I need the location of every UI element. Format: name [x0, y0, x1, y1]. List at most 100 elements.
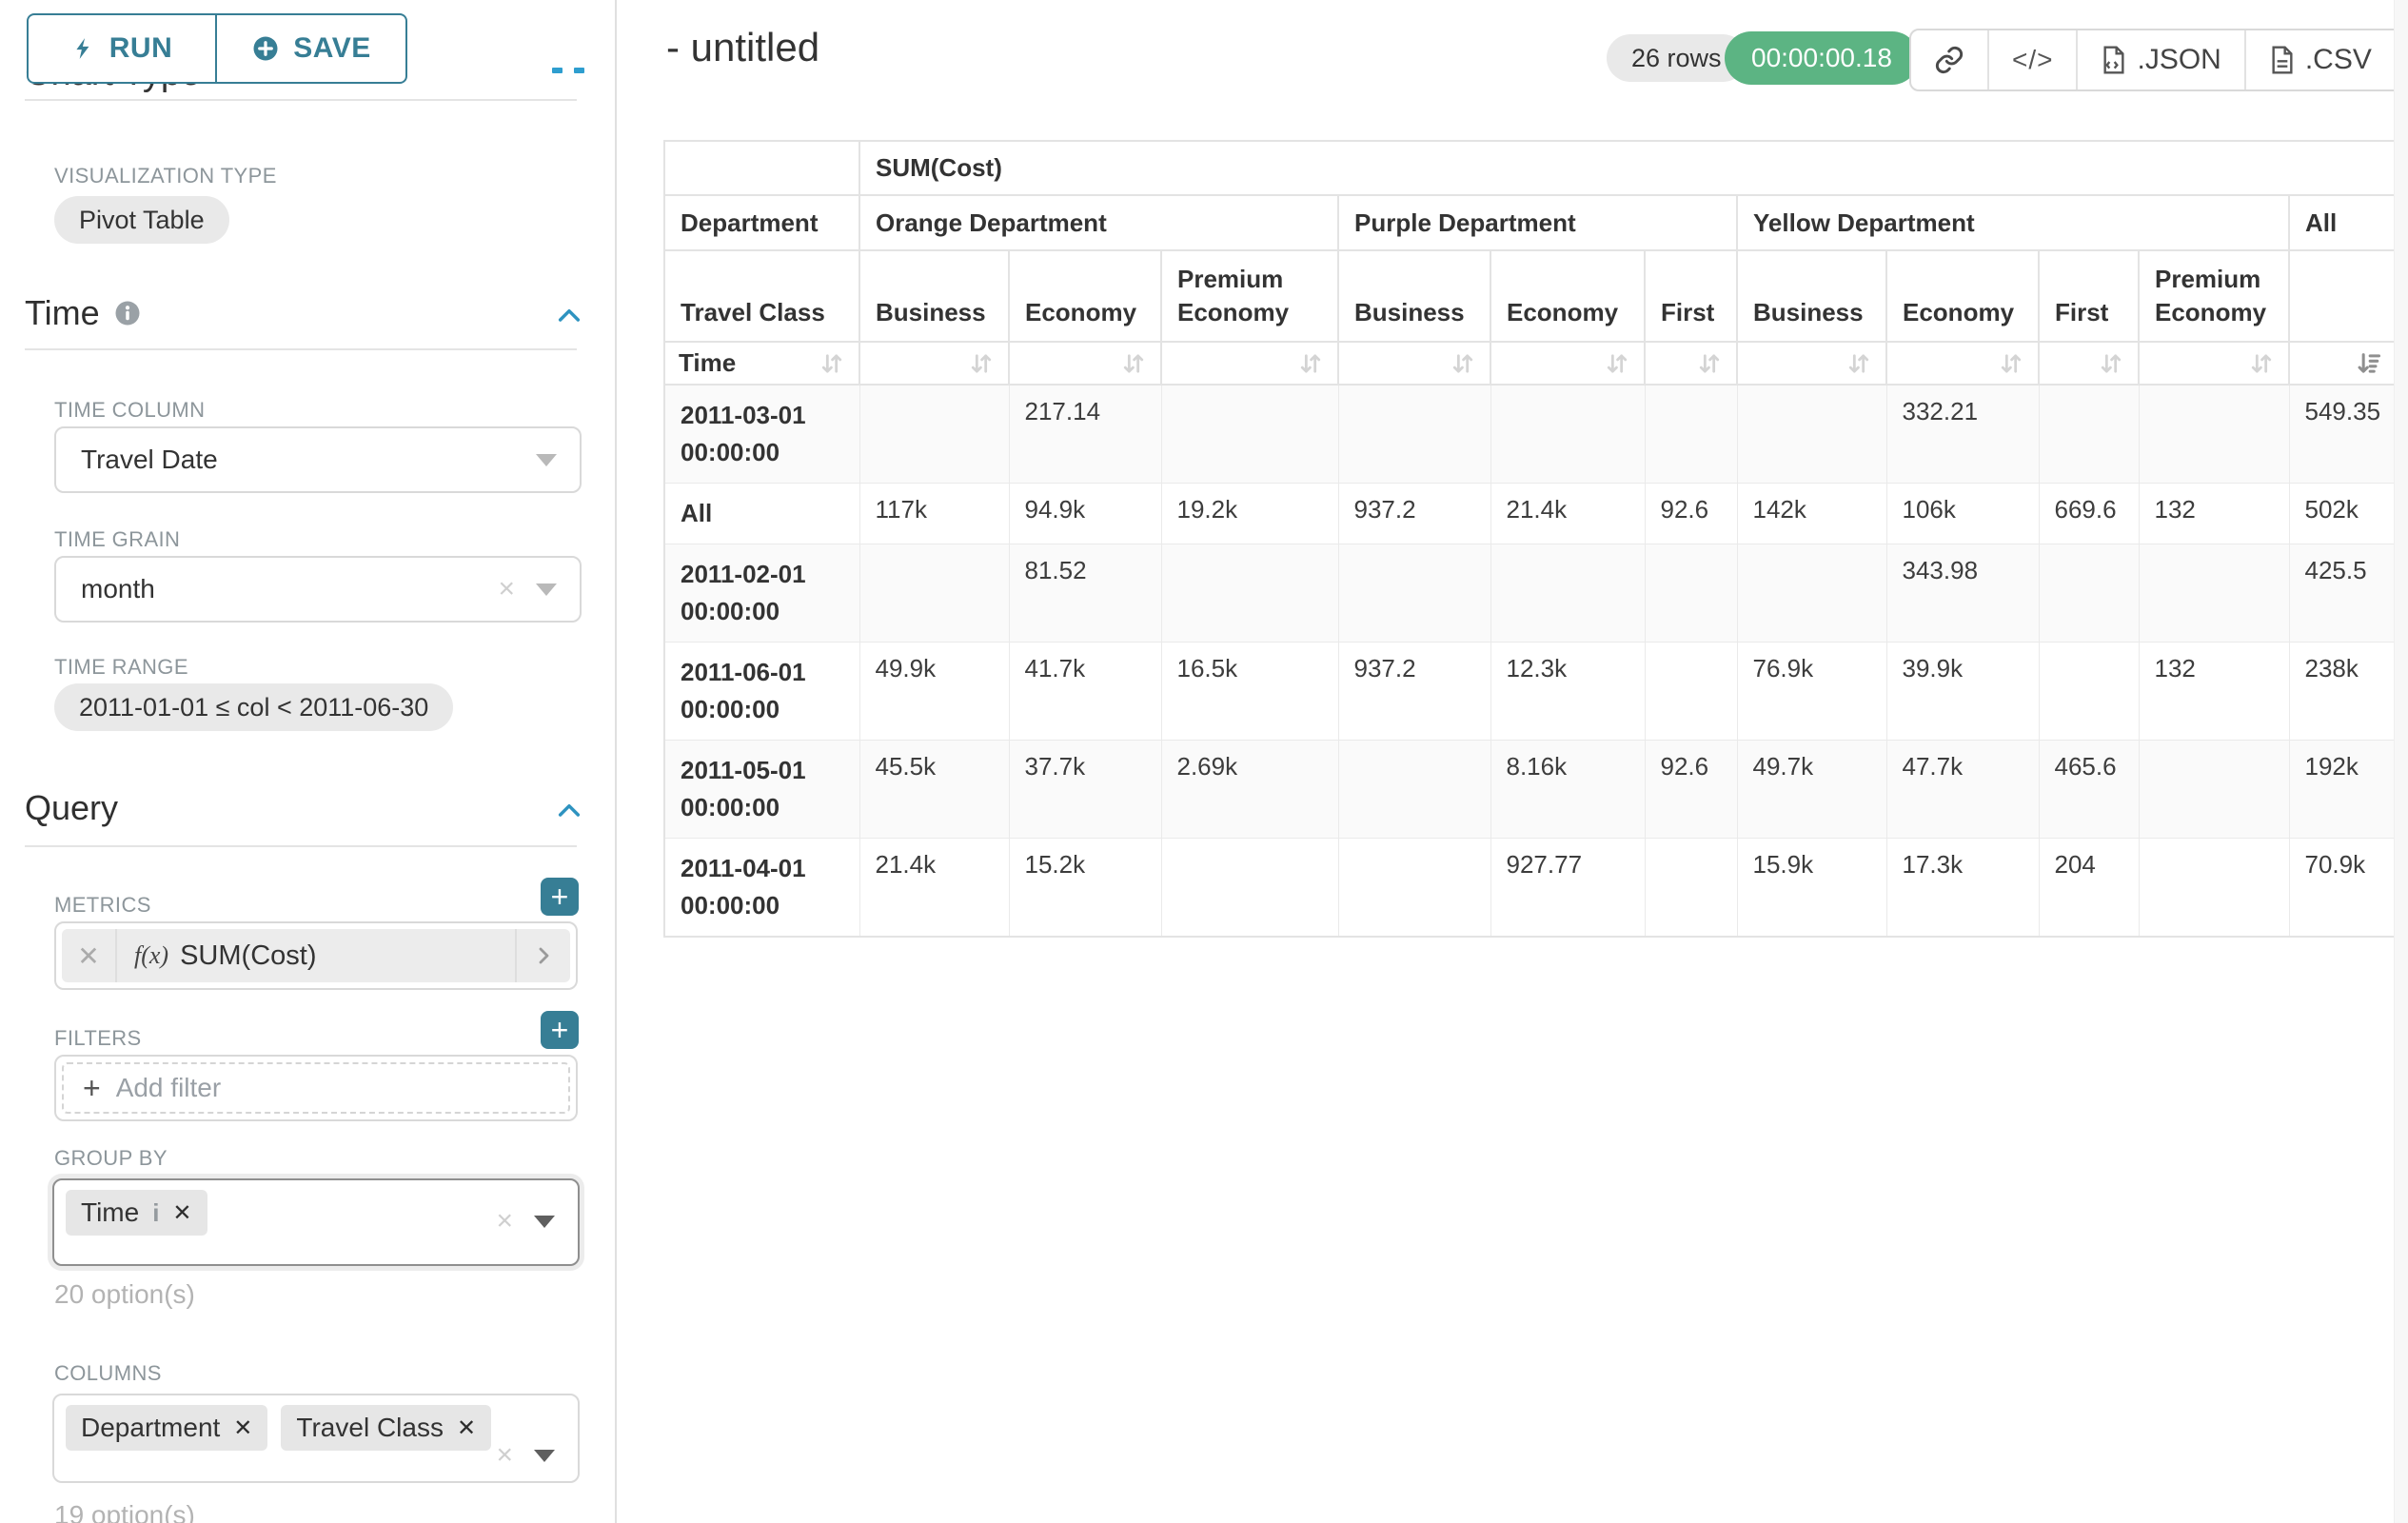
run-button-label: RUN	[109, 32, 173, 64]
pivot-sort-col[interactable]	[2138, 341, 2290, 386]
pivot-value-cell: 106k	[1885, 483, 2040, 545]
add-filter-plus-button[interactable]: +	[541, 1011, 579, 1049]
columns-chip-travel-class[interactable]: Travel Class ✕	[281, 1405, 492, 1451]
share-link-button[interactable]	[1911, 30, 1987, 89]
pivot-value-cell: 39.9k	[1885, 642, 2040, 742]
clear-icon[interactable]: ×	[496, 1205, 513, 1236]
group-by-select[interactable]: Time i ✕ ×	[52, 1178, 580, 1266]
pivot-value-cell: 49.7k	[1736, 740, 1887, 840]
chart-title[interactable]: - untitled	[666, 25, 820, 69]
pivot-sort-time[interactable]: Time	[663, 341, 860, 386]
section-divider	[25, 348, 577, 350]
pivot-sort-col[interactable]	[1644, 341, 1738, 386]
row-count-badge: 26 rows	[1607, 34, 1747, 82]
clear-icon[interactable]: ×	[498, 573, 515, 604]
file-icon	[2272, 46, 2293, 74]
export-csv-label: .CSV	[2304, 44, 2372, 75]
time-grain-select[interactable]: month ×	[54, 556, 582, 623]
visualization-type-label: VISUALIZATION TYPE	[54, 164, 277, 188]
query-actions: RUN SAVE	[27, 13, 407, 84]
pivot-value-cell	[1160, 838, 1339, 938]
sort-desc-icon	[2358, 352, 2381, 373]
caret-down-icon[interactable]	[534, 1215, 555, 1228]
run-button[interactable]: RUN	[27, 13, 217, 84]
add-metric-button[interactable]: +	[541, 878, 579, 916]
pivot-sort-col[interactable]	[859, 341, 1010, 386]
group-by-label: GROUP BY	[54, 1146, 168, 1170]
remove-chip-icon[interactable]: ✕	[233, 1414, 253, 1441]
pivot-row-header: 2011-04-01 00:00:00	[663, 838, 860, 938]
pivot-value-cell	[1337, 740, 1491, 840]
code-icon: </>	[2012, 45, 2054, 74]
table-row: 2011-04-01 00:00:00 21.4k 15.2k 927.77 15.9k…	[663, 838, 2398, 938]
scrollbar-track[interactable]	[2394, 0, 2408, 1523]
pivot-sort-col[interactable]	[2287, 341, 2398, 386]
pivot-travel-class-header: Business	[1736, 248, 1887, 344]
query-collapse-chevron-up-icon[interactable]	[554, 796, 584, 831]
pivot-sort-col[interactable]	[1490, 341, 1646, 386]
pivot-sort-col[interactable]	[1160, 341, 1339, 386]
pivot-department-group: Yellow Department	[1736, 194, 2290, 251]
metric-pill[interactable]: ✕ f(x) SUM(Cost)	[62, 929, 570, 982]
metrics-control: ✕ f(x) SUM(Cost)	[54, 921, 578, 990]
info-icon	[115, 301, 140, 326]
time-column-select[interactable]: Travel Date	[54, 426, 582, 493]
remove-chip-icon[interactable]: ✕	[172, 1199, 192, 1226]
pivot-value-cell: 15.2k	[1008, 838, 1162, 938]
pivot-row-header: 2011-06-01 00:00:00	[663, 642, 860, 742]
filters-control: + Add filter	[54, 1055, 578, 1121]
remove-metric-icon[interactable]: ✕	[62, 929, 117, 982]
pivot-value-cell: 92.6	[1644, 740, 1738, 840]
pivot-sort-col[interactable]	[1337, 341, 1491, 386]
group-by-chip-time[interactable]: Time i ✕	[66, 1190, 207, 1236]
pivot-sort-col[interactable]	[1008, 341, 1162, 386]
save-button[interactable]: SAVE	[215, 13, 407, 84]
add-filter-button[interactable]: + Add filter	[62, 1062, 570, 1114]
time-range-value[interactable]: 2011-01-01 ≤ col < 2011-06-30	[54, 683, 454, 731]
pivot-value-cell	[1644, 384, 1738, 485]
pivot-travel-class-header	[2287, 248, 2398, 344]
time-column-value: Travel Date	[81, 445, 218, 474]
metric-name: SUM(Cost)	[180, 940, 317, 971]
add-filter-placeholder: Add filter	[115, 1073, 222, 1102]
view-query-button[interactable]: </>	[1987, 30, 2076, 89]
time-range-label: TIME RANGE	[54, 655, 188, 679]
pivot-department-group: Orange Department	[859, 194, 1339, 251]
pivot-value-cell: 8.16k	[1490, 740, 1646, 840]
caret-down-icon[interactable]	[534, 1449, 555, 1462]
bolt-icon	[76, 38, 89, 59]
export-json-label: .JSON	[2137, 44, 2221, 75]
export-json-button[interactable]: .JSON	[2076, 30, 2243, 89]
pivot-value-cell: 15.9k	[1736, 838, 1887, 938]
pivot-value-cell: 17.3k	[1885, 838, 2040, 938]
pivot-value-cell: 132	[2138, 483, 2290, 545]
columns-select[interactable]: Department ✕ Travel Class ✕ ×	[52, 1394, 580, 1483]
pivot-value-cell	[2138, 384, 2290, 485]
pivot-value-cell: 669.6	[2038, 483, 2140, 545]
pivot-value-cell	[2138, 544, 2290, 643]
columns-chip-department[interactable]: Department ✕	[66, 1405, 268, 1451]
pivot-value-cell	[1337, 838, 1491, 938]
pivot-value-cell	[1160, 384, 1339, 485]
pivot-value-cell	[2038, 384, 2140, 485]
remove-chip-icon[interactable]: ✕	[456, 1414, 477, 1441]
pivot-sort-col[interactable]	[1736, 341, 1887, 386]
pivot-sort-col[interactable]	[2038, 341, 2140, 386]
clear-icon[interactable]: ×	[496, 1439, 513, 1471]
time-collapse-chevron-up-icon[interactable]	[554, 301, 584, 336]
section-divider	[25, 99, 577, 101]
pivot-value-cell: 21.4k	[1490, 483, 1646, 545]
pivot-value-cell: 502k	[2288, 483, 2398, 545]
pivot-value-cell: 76.9k	[1736, 642, 1887, 742]
pivot-sort-col[interactable]	[1885, 341, 2040, 386]
metric-edit-chevron-right-icon[interactable]	[515, 929, 570, 982]
time-column-label: TIME COLUMN	[54, 398, 206, 422]
export-toolbar: </> .JSON .CSV	[1909, 29, 2408, 91]
pivot-value-cell: 92.6	[1644, 483, 1738, 545]
visualization-type-value[interactable]: Pivot Table	[54, 196, 229, 244]
query-duration-badge: 00:00:00.18	[1725, 31, 1919, 85]
pivot-travel-class-header: Economy	[1885, 248, 2040, 344]
query-section-heading: Query	[25, 788, 119, 827]
export-csv-button[interactable]: .CSV	[2243, 30, 2395, 89]
